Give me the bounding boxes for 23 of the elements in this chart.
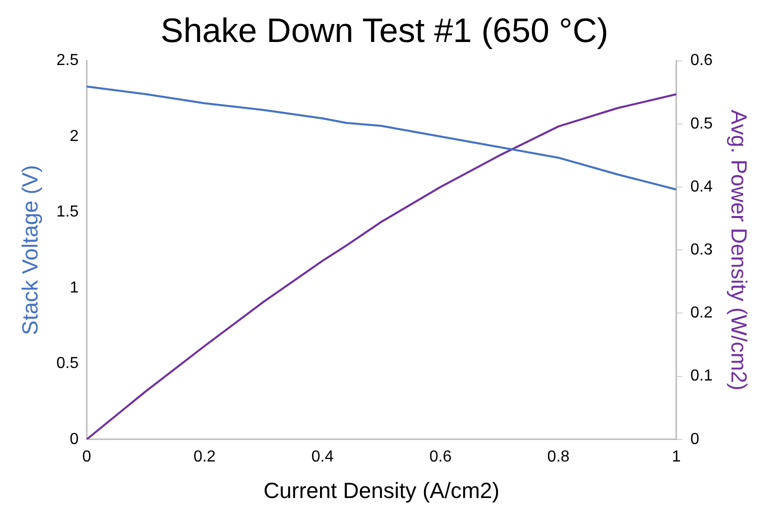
y2-axis-title: Avg. Power Density (W/cm2) bbox=[726, 110, 752, 390]
y2-tick-label: 0.6 bbox=[690, 52, 713, 70]
y2-tick-label: 0 bbox=[690, 430, 700, 448]
y-tick-label: 1.5 bbox=[56, 204, 79, 221]
y-axis-title: Stack Voltage (V) bbox=[17, 165, 42, 336]
y-tick-label: 0 bbox=[70, 430, 79, 448]
y-tick-label: 2 bbox=[70, 128, 79, 145]
y-tick-label: 1 bbox=[70, 279, 79, 296]
x-tick-label: 0.4 bbox=[311, 448, 334, 466]
x-tick-label: 1 bbox=[672, 448, 681, 466]
y-tick-label: 2.5 bbox=[56, 52, 79, 70]
x-tick-label: 0.8 bbox=[547, 448, 570, 466]
y2-tick-label: 0.3 bbox=[690, 242, 713, 259]
x-tick-label: 0 bbox=[82, 448, 92, 466]
x-tick-label: 0.6 bbox=[429, 448, 452, 466]
y2-tick-label: 0.5 bbox=[690, 115, 713, 132]
y2-tick-label: 0.1 bbox=[690, 368, 713, 385]
x-tick-label: 0.2 bbox=[193, 448, 216, 466]
y2-tick-label: 0.4 bbox=[690, 178, 713, 196]
y2-tick-label: 0.2 bbox=[690, 304, 713, 322]
chart-title: Shake Down Test #1 (650 °C) bbox=[160, 12, 608, 50]
x-axis-title: Current Density (A/cm2) bbox=[264, 478, 500, 503]
y-tick-label: 0.5 bbox=[56, 355, 79, 372]
